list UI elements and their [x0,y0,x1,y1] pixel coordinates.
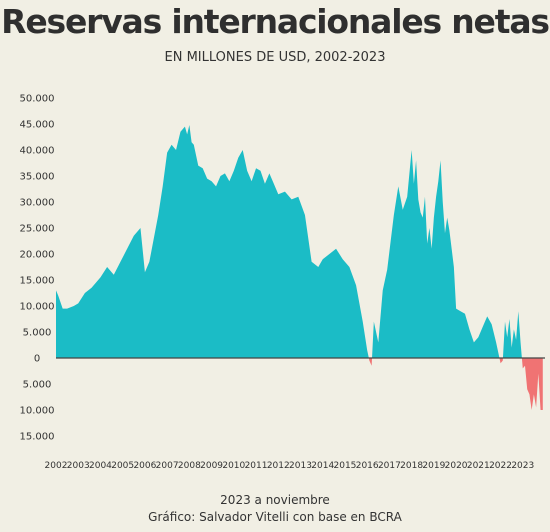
x-tick-label: 2022 [489,461,512,471]
y-tick-label: 30.000 [20,198,55,209]
x-tick-label: 2003 [67,461,90,471]
x-tick-label: 2009 [200,461,223,471]
y-tick-label: 15.000 [20,276,55,287]
y-tick-label: 50.000 [20,94,55,105]
y-tick-label: 5.000 [23,380,52,391]
chart-source: Gráfico: Salvador Vitelli con base en BC… [148,510,402,524]
x-tick-label: 2014 [311,461,334,471]
x-tick-label: 2015 [334,461,357,471]
x-tick-label: 2005 [111,461,134,471]
area-chart: 50.000 45.000 40.000 35.000 30.000 25.000 20.0… [20,94,545,471]
x-tick-label: 2023 [511,461,534,471]
x-tick-label: 2019 [422,461,445,471]
x-tick-label: 2020 [445,461,468,471]
y-tick-label: 0 [34,354,40,365]
y-tick-label: 10.000 [20,302,55,313]
x-tick-label: 2010 [222,461,245,471]
x-tick-label: 2018 [400,461,423,471]
y-tick-label: 35.000 [20,172,55,183]
x-tick-label: 2012 [267,461,290,471]
x-tick-label: 2008 [178,461,201,471]
chart-subtitle: EN MILLONES DE USD, 2002-2023 [164,50,386,65]
x-tick-label: 2016 [356,461,379,471]
y-tick-label: 45.000 [20,120,55,131]
x-tick-label: 2004 [89,461,112,471]
x-tick-label: 2013 [289,461,312,471]
x-tick-label: 2006 [133,461,156,471]
y-tick-label: 10.000 [20,406,55,417]
chart-note: 2023 a noviembre [220,493,330,507]
chart-title: Reservas internacionales netas [1,2,550,41]
area-positive [56,125,543,358]
x-tick-label: 2002 [45,461,68,471]
y-tick-label: 5.000 [23,328,52,339]
y-tick-label: 20.000 [20,250,55,261]
x-tick-label: 2021 [467,461,490,471]
x-tick-label: 2017 [378,461,401,471]
y-tick-label: 40.000 [20,146,55,157]
x-tick-label: 2011 [245,461,268,471]
y-tick-label: 25.000 [20,224,55,235]
x-tick-label: 2007 [156,461,179,471]
y-tick-label: 15.000 [20,432,55,443]
